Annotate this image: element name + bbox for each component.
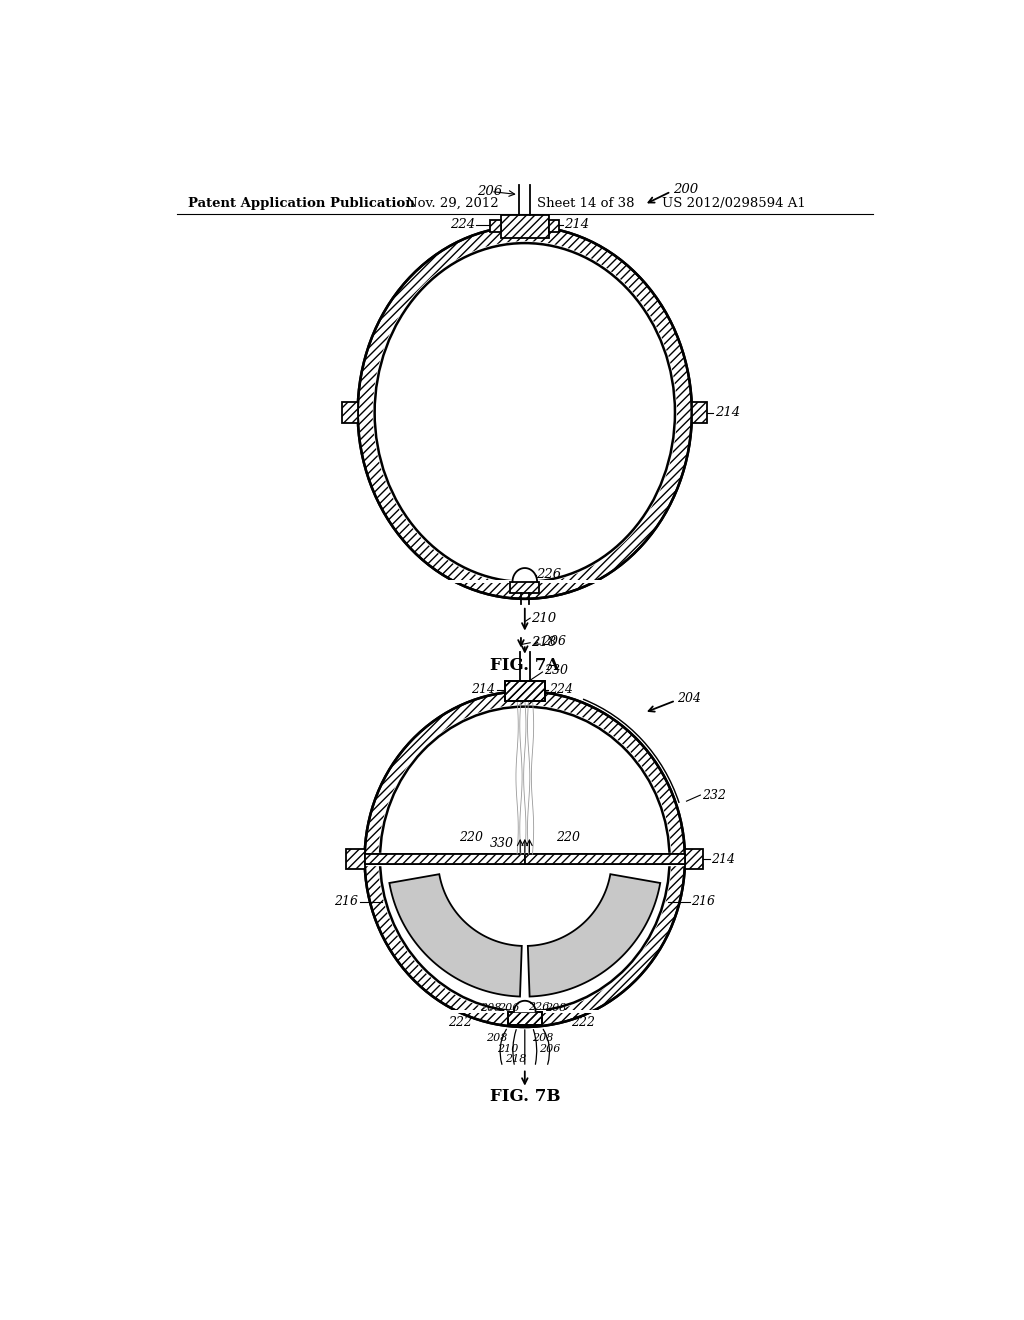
Bar — [490, 220, 501, 232]
Text: 210: 210 — [497, 1044, 518, 1053]
Text: 216: 216 — [691, 895, 715, 908]
Bar — [501, 215, 549, 238]
Text: Patent Application Publication: Patent Application Publication — [188, 197, 415, 210]
Text: 226: 226 — [536, 569, 561, 582]
Bar — [382, 581, 668, 583]
Bar — [346, 849, 365, 869]
Text: 218: 218 — [505, 1055, 526, 1064]
Ellipse shape — [502, 215, 548, 238]
Text: 208: 208 — [480, 1003, 502, 1014]
Bar — [549, 220, 559, 232]
Polygon shape — [514, 1001, 536, 1011]
Bar — [388, 1010, 662, 1014]
Text: 222: 222 — [447, 1016, 472, 1028]
Bar — [506, 682, 544, 701]
Text: 216: 216 — [334, 895, 357, 908]
Text: 222: 222 — [571, 1016, 595, 1028]
Text: 214: 214 — [471, 684, 495, 696]
Text: 210: 210 — [531, 611, 556, 624]
Text: 330: 330 — [489, 837, 513, 850]
Text: 208: 208 — [486, 1032, 508, 1043]
Text: 220: 220 — [556, 832, 580, 843]
Text: FIG. 7A: FIG. 7A — [490, 657, 559, 675]
Polygon shape — [389, 874, 522, 997]
Text: Nov. 29, 2012: Nov. 29, 2012 — [407, 197, 499, 210]
Text: 224: 224 — [451, 218, 475, 231]
Text: 206: 206 — [477, 185, 502, 198]
Bar — [505, 681, 545, 701]
Text: 230: 230 — [544, 664, 568, 677]
Text: 214: 214 — [715, 407, 740, 418]
Ellipse shape — [357, 226, 692, 599]
Text: Sheet 14 of 38: Sheet 14 of 38 — [538, 197, 635, 210]
Text: 220: 220 — [460, 832, 483, 843]
Polygon shape — [527, 874, 660, 997]
Polygon shape — [512, 568, 538, 582]
Text: US 2012/0298594 A1: US 2012/0298594 A1 — [662, 197, 806, 210]
Text: 232: 232 — [701, 788, 726, 801]
Text: 206: 206 — [539, 1044, 560, 1053]
Bar — [524, 854, 685, 865]
Bar — [365, 854, 524, 865]
Text: 224: 224 — [550, 684, 573, 696]
Text: 218: 218 — [531, 636, 556, 649]
Bar — [508, 1011, 542, 1026]
Bar — [508, 1011, 542, 1026]
Bar — [505, 681, 545, 701]
Text: 208: 208 — [545, 1003, 566, 1014]
Bar — [685, 849, 703, 869]
Ellipse shape — [375, 243, 675, 582]
Bar — [692, 403, 708, 422]
Ellipse shape — [380, 706, 670, 1011]
Text: 206: 206 — [542, 635, 565, 648]
Text: 226: 226 — [528, 1002, 549, 1012]
Text: 204: 204 — [677, 693, 701, 705]
Bar — [509, 1012, 541, 1024]
Ellipse shape — [365, 692, 685, 1027]
Text: 200: 200 — [673, 182, 697, 195]
Text: 208: 208 — [532, 1032, 554, 1043]
Text: FIG. 7B: FIG. 7B — [489, 1088, 560, 1105]
Text: 214: 214 — [711, 853, 735, 866]
Text: 214: 214 — [564, 218, 589, 231]
Bar — [342, 403, 357, 422]
Text: 206: 206 — [498, 1003, 519, 1014]
Bar — [510, 582, 540, 593]
Polygon shape — [364, 853, 686, 865]
